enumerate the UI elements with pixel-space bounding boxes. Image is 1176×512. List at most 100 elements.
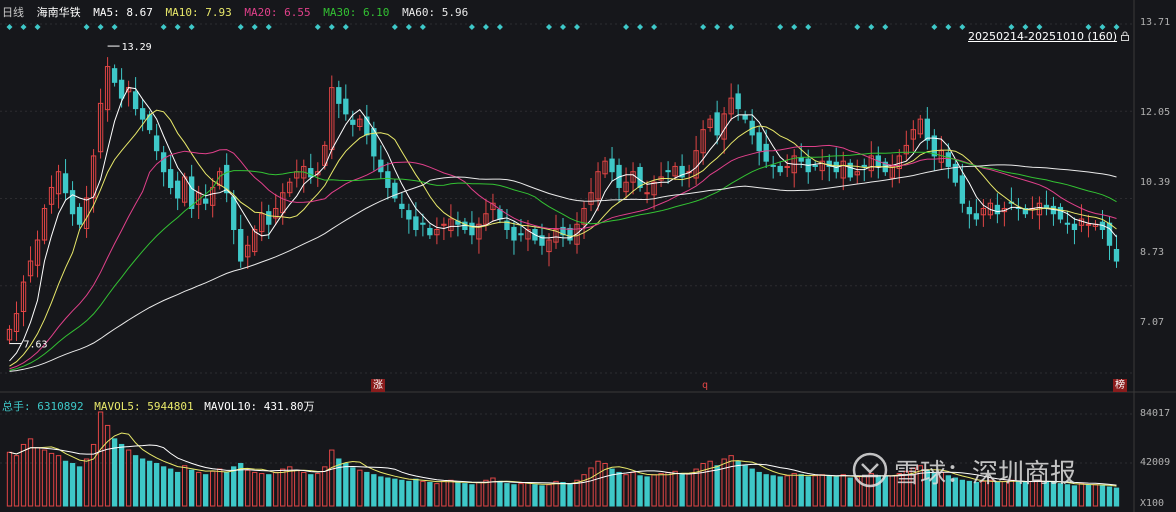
event-diamond <box>1022 24 1029 30</box>
candle-body <box>497 209 503 220</box>
candle-body <box>167 169 174 188</box>
mavol5-value: MAVOL5: 5944801 <box>94 400 194 413</box>
volume-bar <box>41 449 48 507</box>
candle-body <box>287 181 293 194</box>
total-volume: 总手: 6310892 <box>2 400 84 413</box>
volume-bar <box>574 479 580 507</box>
volume-bar <box>413 478 419 507</box>
candle-body <box>1071 223 1078 231</box>
candle-body <box>735 93 741 110</box>
volume-bar <box>301 471 307 507</box>
event-diamond <box>637 24 644 30</box>
volume-bar <box>721 458 727 507</box>
volume-bar <box>6 451 13 507</box>
candle-body <box>672 165 678 177</box>
event-diamond <box>1085 24 1092 30</box>
volume-bar <box>245 469 251 507</box>
lock-icon[interactable] <box>1120 31 1130 41</box>
candle-body <box>441 223 447 226</box>
ma5-value: MA5: 8.67 <box>93 6 153 19</box>
volume-bar <box>427 482 433 507</box>
volume-bar <box>252 471 258 507</box>
event-diamond <box>777 24 784 30</box>
event-marker-zhang[interactable]: 涨 <box>371 379 385 392</box>
volume-bar <box>160 466 167 507</box>
candle-body <box>728 97 734 115</box>
candle-body <box>651 181 657 196</box>
candle-body <box>637 166 643 188</box>
candle-body <box>118 79 125 99</box>
candle-body <box>224 164 230 194</box>
volume-bar <box>1113 487 1120 507</box>
volume-bar <box>784 475 790 507</box>
volume-bar <box>287 466 293 507</box>
volume-bar <box>644 476 650 507</box>
event-marker-q[interactable]: q <box>702 380 709 391</box>
event-marker-bang[interactable]: 榜 <box>1113 379 1127 392</box>
event-diamond <box>188 24 195 30</box>
volume-bar <box>490 477 496 507</box>
volume-bar <box>917 465 923 507</box>
volume-bar <box>231 466 237 507</box>
volume-bar <box>1064 484 1071 507</box>
volume-bar <box>385 477 391 507</box>
volume-bar <box>364 471 370 507</box>
candle-body <box>132 91 139 110</box>
candle-body <box>602 160 608 175</box>
candle-body <box>343 98 349 115</box>
volume-bar <box>111 438 118 507</box>
volume-bar <box>259 473 265 507</box>
candle-body <box>48 186 55 205</box>
ma20-value: MA20: 6.55 <box>244 6 311 19</box>
volume-bar <box>350 467 356 507</box>
candle-body <box>104 66 111 111</box>
candle-body <box>819 160 825 172</box>
candle-body <box>980 207 987 216</box>
candle-body <box>62 173 69 194</box>
stock-name: 海南华铁 <box>36 6 81 19</box>
volume-bar <box>69 462 76 507</box>
volume-bar <box>637 475 643 507</box>
volume-bar <box>833 476 839 507</box>
candle-body <box>574 223 580 245</box>
event-diamond <box>882 24 889 30</box>
event-diamond <box>1113 24 1120 30</box>
event-diamond <box>1036 24 1043 30</box>
volume-bar <box>959 479 966 507</box>
volume-bar <box>945 475 952 507</box>
event-diamond <box>868 24 875 30</box>
volume-bar <box>966 480 973 507</box>
event-diamond <box>34 24 41 30</box>
candle-body <box>266 211 272 225</box>
volume-tick: X100 <box>1140 498 1165 509</box>
volume-bar <box>560 482 566 507</box>
volume-bar <box>567 483 573 507</box>
volume-bar <box>665 471 671 507</box>
ma10-line <box>9 109 1117 367</box>
candle-body <box>798 157 804 162</box>
event-diamond <box>700 24 707 30</box>
candle-body <box>539 235 545 246</box>
candle-body <box>336 87 342 104</box>
event-diamond <box>805 24 812 30</box>
event-diamond <box>945 24 952 30</box>
volume-bar <box>623 474 629 507</box>
volume-bar <box>686 473 692 507</box>
candle-body <box>567 227 573 241</box>
volume-bar <box>539 485 545 507</box>
volume-bar <box>756 471 762 507</box>
candle-body <box>1022 207 1029 215</box>
date-range[interactable]: 20250214-20251010 (160) <box>968 30 1118 43</box>
candle-body <box>315 171 321 176</box>
volume-bar <box>532 484 538 507</box>
price-tick: 12.05 <box>1140 107 1171 118</box>
event-diamond <box>314 24 321 30</box>
volume-bar <box>273 471 279 507</box>
volume-bar <box>20 443 27 507</box>
candle-body <box>931 135 938 157</box>
candle-body <box>476 223 482 240</box>
candle-body <box>826 160 832 167</box>
volume-bar <box>420 480 426 507</box>
volume-header: 总手: 6310892 MAVOL5: 5944801 MAVOL10: 431… <box>2 398 319 414</box>
